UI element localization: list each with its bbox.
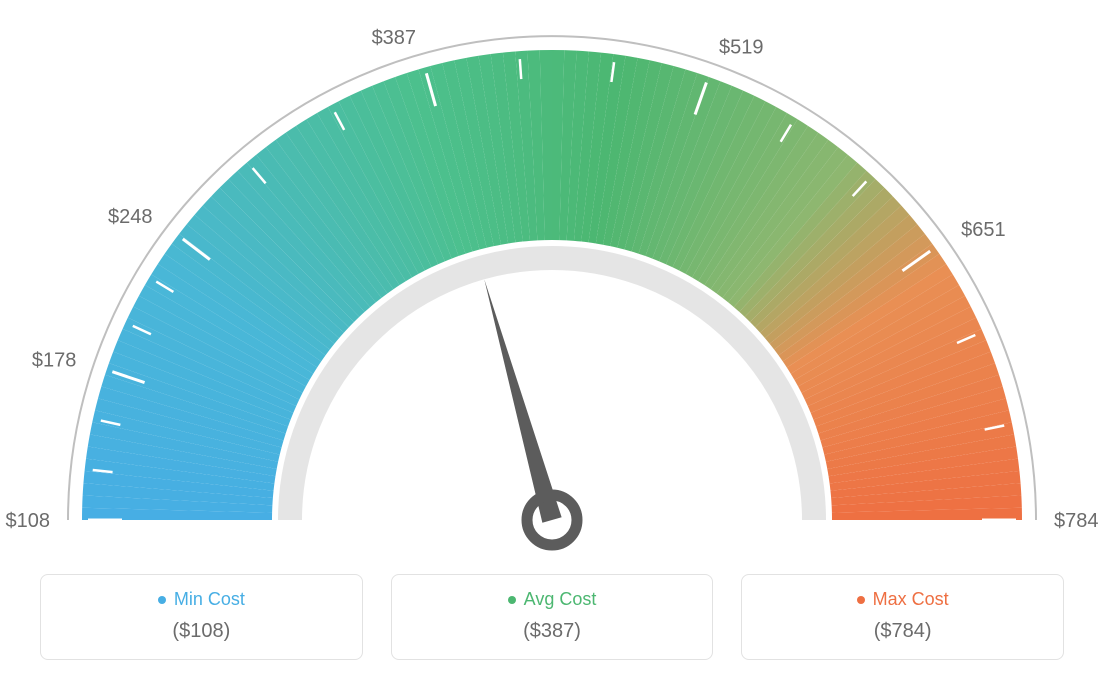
legend-dot-avg — [508, 596, 516, 604]
legend-value-avg: ($387) — [402, 620, 703, 643]
legend-value-max: ($784) — [752, 620, 1053, 643]
gauge-svg: $108 $178 $248 $387 $519 $651 $784 — [0, 0, 1104, 560]
legend-dot-min — [158, 596, 166, 604]
gauge-tick-label: $519 — [719, 37, 764, 59]
gauge-tick-label: $784 — [1054, 510, 1099, 532]
legend-title-avg: Avg Cost — [508, 589, 597, 610]
legend-label-avg: Avg Cost — [524, 589, 597, 610]
gauge-tick-label: $178 — [32, 350, 77, 372]
legend-label-max: Max Cost — [873, 589, 949, 610]
legend-card-avg: Avg Cost ($387) — [391, 574, 714, 660]
gauge-tick-label: $248 — [108, 206, 153, 228]
legend-card-min: Min Cost ($108) — [40, 574, 363, 660]
gauge-tick-label: $651 — [961, 219, 1006, 241]
legend-value-min: ($108) — [51, 620, 352, 643]
legend-title-max: Max Cost — [857, 589, 949, 610]
gauge-tick-label: $108 — [6, 510, 51, 532]
legend-row: Min Cost ($108) Avg Cost ($387) Max Cost… — [0, 574, 1104, 660]
gauge-band — [82, 50, 1022, 520]
gauge-needle — [484, 279, 561, 522]
gauge-tick-label: $387 — [372, 27, 417, 49]
gauge-chart: $108 $178 $248 $387 $519 $651 $784 Min Cost ($… — [0, 0, 1104, 690]
legend-title-min: Min Cost — [158, 589, 245, 610]
legend-card-max: Max Cost ($784) — [741, 574, 1064, 660]
legend-dot-max — [857, 596, 865, 604]
legend-label-min: Min Cost — [174, 589, 245, 610]
